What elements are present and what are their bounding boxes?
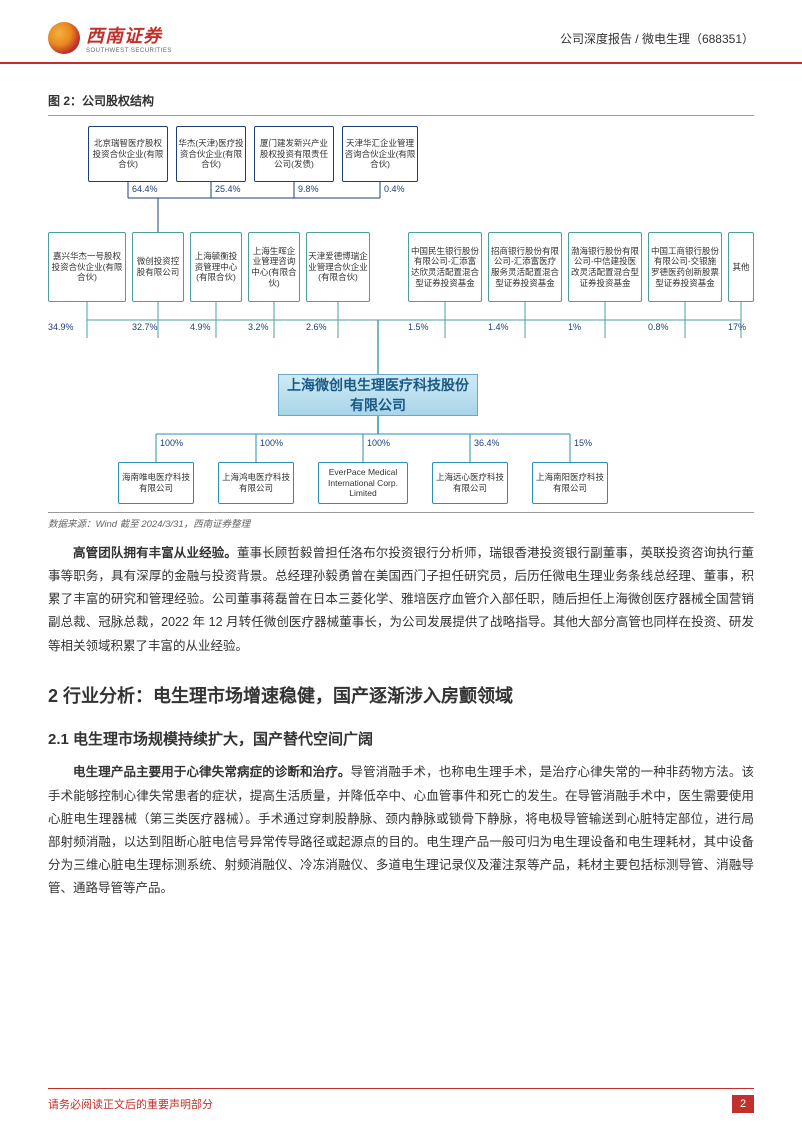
footer-disclaimer: 请务必阅读正文后的重要声明部分: [48, 1096, 213, 1112]
figure-source: 数据来源：Wind 截至 2024/3/31，西南证券整理: [48, 512, 754, 530]
org-node-tier2: 天津爱德博瑞企业管理合伙企业(有限合伙): [306, 232, 370, 302]
section-heading-2: 2 行业分析：电生理市场增速稳健，国产逐渐涉入房颤领域: [48, 682, 754, 711]
org-node-tier2: 其他: [728, 232, 754, 302]
ownership-pct: 2.6%: [306, 322, 327, 332]
org-node-subsidiary: 海南唯电医疗科技有限公司: [118, 462, 194, 504]
section-heading-2-1: 2.1 电生理市场规模持续扩大，国产替代空间广阔: [48, 728, 754, 749]
org-node-tier1: 华杰(天津)医疗投资合伙企业(有限合伙): [176, 126, 246, 182]
ownership-pct: 34.9%: [48, 322, 74, 332]
ownership-pct: 25.4%: [215, 184, 241, 194]
header-breadcrumb: 公司深度报告 / 微电生理（688351）: [560, 30, 754, 47]
logo-cn: 西南证券: [86, 22, 172, 48]
org-node-tier1: 厦门建发新兴产业股权投资有限责任公司(发债): [254, 126, 334, 182]
org-node-tier1: 北京瑞智医疗股权投资合伙企业(有限合伙): [88, 126, 168, 182]
figure-rule: [48, 115, 754, 116]
org-node-subsidiary: 上海鸿电医疗科技有限公司: [218, 462, 294, 504]
figure-title: 图 2：公司股权结构: [48, 92, 754, 109]
org-node-tier2: 渤海银行股份有限公司-中信建投医改灵活配置混合型证券投资基金: [568, 232, 642, 302]
ownership-pct: 100%: [160, 438, 183, 448]
logo-en: SOUTHWEST SECURITIES: [86, 48, 172, 54]
org-node-subsidiary: 上海南阳医疗科技有限公司: [532, 462, 608, 504]
content: 图 2：公司股权结构 北京瑞智医疗股权投资合伙企业(有限合伙) 64.4% 华杰(天…: [0, 64, 802, 900]
org-node-tier2: 上海毓衡投资管理中心(有限合伙): [190, 232, 242, 302]
org-chart: 北京瑞智医疗股权投资合伙企业(有限合伙) 64.4% 华杰(天津)医疗投资合伙企业(…: [48, 126, 754, 506]
org-node-subsidiary: EverPace Medical International Corp. Lim…: [318, 462, 408, 504]
paragraph-1: 高管团队拥有丰富从业经验。董事长顾哲毅曾担任洛布尔投资银行分析师，瑞银香港投资银…: [48, 542, 754, 658]
page-header: 西南证券 SOUTHWEST SECURITIES 公司深度报告 / 微电生理（…: [0, 0, 802, 64]
logo: 西南证券 SOUTHWEST SECURITIES: [48, 22, 172, 54]
org-node-tier2: 中国民生银行股份有限公司-汇添富达欣灵活配置混合型证券投资基金: [408, 232, 482, 302]
ownership-pct: 9.8%: [298, 184, 319, 194]
org-node-tier1: 天津华汇企业管理咨询合伙企业(有限合伙): [342, 126, 418, 182]
ownership-pct: 0.8%: [648, 322, 669, 332]
page-footer: 请务必阅读正文后的重要声明部分 2: [48, 1088, 754, 1113]
ownership-pct: 1.5%: [408, 322, 429, 332]
ownership-pct: 100%: [367, 438, 390, 448]
org-node-tier2: 中国工商银行股份有限公司-交银施罗德医药创新股票型证券投资基金: [648, 232, 722, 302]
logo-text: 西南证券 SOUTHWEST SECURITIES: [86, 22, 172, 54]
org-lines: [48, 126, 754, 506]
para2-rest: 导管消融手术，也称电生理手术，是治疗心律失常的一种非药物方法。该手术能够控制心律…: [48, 765, 754, 895]
page-number: 2: [732, 1095, 754, 1113]
ownership-pct: 17%: [728, 322, 746, 332]
ownership-pct: 36.4%: [474, 438, 500, 448]
para2-lead: 电生理产品主要用于心律失常病症的诊断和治疗。: [73, 765, 350, 779]
ownership-pct: 4.9%: [190, 322, 211, 332]
ownership-pct: 100%: [260, 438, 283, 448]
org-node-tier2: 招商银行股份有限公司-汇添富医疗服务灵活配置混合型证券投资基金: [488, 232, 562, 302]
ownership-pct: 0.4%: [384, 184, 405, 194]
ownership-pct: 32.7%: [132, 322, 158, 332]
org-node-tier2: 微创投资控股有限公司: [132, 232, 184, 302]
ownership-pct: 15%: [574, 438, 592, 448]
org-node-center: 上海微创电生理医疗科技股份有限公司: [278, 374, 478, 416]
para1-lead: 高管团队拥有丰富从业经验。: [73, 546, 237, 560]
org-node-subsidiary: 上海远心医疗科技有限公司: [432, 462, 508, 504]
logo-icon: [48, 22, 80, 54]
ownership-pct: 1%: [568, 322, 581, 332]
ownership-pct: 1.4%: [488, 322, 509, 332]
org-node-tier2: 嘉兴华杰一号股权投资合伙企业(有限合伙): [48, 232, 126, 302]
org-node-tier2: 上海生晖企业管理咨询中心(有限合伙): [248, 232, 300, 302]
para1-rest: 董事长顾哲毅曾担任洛布尔投资银行分析师，瑞银香港投资银行副董事，英联投资咨询执行…: [48, 546, 754, 653]
paragraph-2: 电生理产品主要用于心律失常病症的诊断和治疗。导管消融手术，也称电生理手术，是治疗…: [48, 761, 754, 900]
ownership-pct: 64.4%: [132, 184, 158, 194]
ownership-pct: 3.2%: [248, 322, 269, 332]
